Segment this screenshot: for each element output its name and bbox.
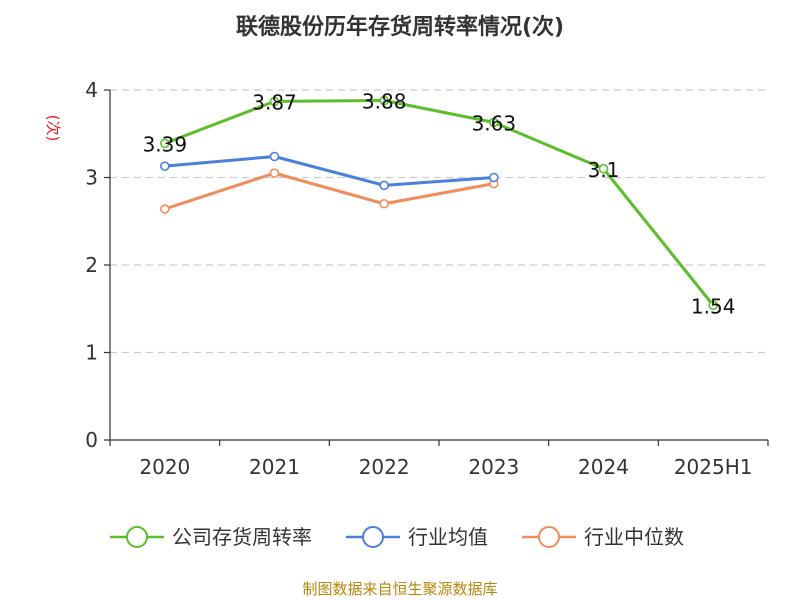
- legend-label: 行业均值: [408, 525, 488, 549]
- data-label: 3.88: [362, 90, 407, 114]
- legend-marker: [538, 526, 560, 548]
- series-line: [164, 99, 715, 307]
- legend-item[interactable]: 公司存货周转率: [110, 525, 312, 549]
- series-layer: [160, 95, 718, 311]
- legend-item[interactable]: 行业中位数: [522, 525, 684, 549]
- data-label: 1.54: [691, 294, 736, 318]
- y-tick-label: 4: [85, 78, 98, 102]
- data-labels: 3.39 3.87 3.88 3.63 3.1 1.54: [143, 90, 736, 319]
- data-point: [379, 180, 389, 191]
- legend-marker: [126, 526, 148, 548]
- legend-label: 行业中位数: [584, 525, 684, 549]
- x-tick-label: 2020: [139, 455, 190, 479]
- legend-item[interactable]: 行业均值: [346, 525, 488, 549]
- data-label: 3.39: [143, 132, 188, 156]
- data-point: [160, 138, 170, 149]
- x-tick-label: 2023: [468, 455, 519, 479]
- source-note: 制图数据来自恒生聚源数据库: [302, 580, 497, 598]
- x-tick-label: 2025H1: [674, 455, 753, 479]
- data-label: 3.1: [588, 158, 620, 182]
- y-tick-label: 2: [85, 253, 98, 277]
- series-line: [164, 171, 495, 211]
- x-tick-label: 2021: [249, 455, 300, 479]
- series-line: [164, 155, 494, 187]
- data-point: [269, 96, 280, 107]
- y-axis-label: (次): [44, 115, 62, 142]
- y-tick-label: 0: [85, 428, 98, 452]
- legend: 公司存货周转率 行业均值 行业中位数: [110, 525, 684, 549]
- data-point: [489, 172, 499, 183]
- data-point: [160, 204, 170, 214]
- y-tick-label: 1: [85, 341, 98, 365]
- data-point: [379, 198, 389, 209]
- y-tick-label: 3: [85, 166, 98, 190]
- axes: 0 1 2 3 4 2020 2021 2022 2023 2024 2025H1: [85, 78, 769, 479]
- legend-label: 公司存货周转率: [172, 525, 312, 549]
- data-label: 3.87: [252, 90, 297, 114]
- data-point: [708, 300, 718, 311]
- data-point: [269, 168, 280, 178]
- grid-lines: [110, 89, 768, 354]
- data-point: [598, 163, 609, 174]
- data-label: 3.63: [472, 111, 517, 135]
- x-tick-label: 2024: [578, 455, 629, 479]
- data-point: [269, 151, 280, 162]
- chart-title: 联德股份历年存货周转率情况(次): [236, 14, 564, 40]
- legend-marker: [362, 526, 384, 548]
- x-tick-label: 2022: [359, 455, 410, 479]
- data-point: [489, 117, 499, 128]
- data-point: [379, 95, 389, 106]
- data-point: [160, 161, 170, 171]
